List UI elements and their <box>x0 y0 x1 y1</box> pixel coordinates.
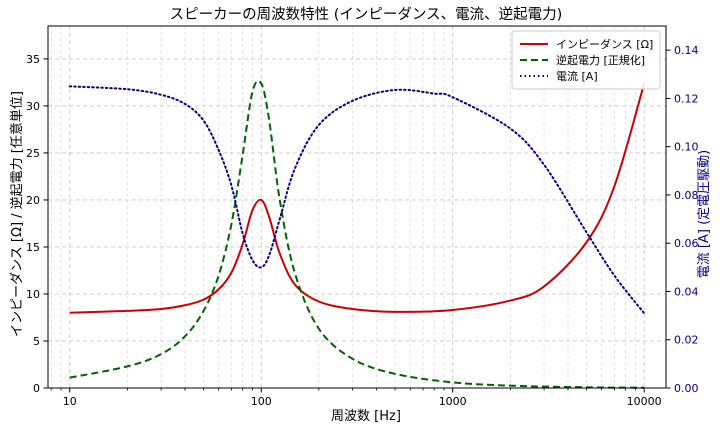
plot-frame <box>47 25 667 389</box>
y-right-tick-label: 0.02 <box>674 334 699 347</box>
chart-title: スピーカーの周波数特性 (インピーダンス、電流、逆起電力) <box>170 6 563 23</box>
x-tick-label: 10000 <box>627 395 662 408</box>
back-emf-line <box>69 79 645 389</box>
y-right-tick-label: 0.06 <box>674 237 699 250</box>
x-tick-label: 1000 <box>439 395 467 408</box>
y-right-tick-label: 0.08 <box>674 189 699 202</box>
y-right-tick-label: 0.04 <box>674 285 699 298</box>
legend-box <box>511 30 661 90</box>
y-left-tick-label: 0 <box>33 382 40 395</box>
current-line <box>68 85 646 315</box>
x-axis-label: 周波数 [Hz] <box>331 409 401 424</box>
y-left-tick-label: 10 <box>26 288 40 301</box>
legend-label: 逆起電力 [正規化] <box>556 53 645 67</box>
y-left-tick-label: 15 <box>26 241 40 254</box>
legend: インピーダンス [Ω] 逆起電力 [正規化] 電流 [A] <box>511 30 661 90</box>
impedance-line <box>69 83 646 314</box>
series-layer <box>68 79 646 389</box>
y-left-tick-label: 5 <box>33 335 40 348</box>
legend-label: インピーダンス [Ω] <box>556 37 653 51</box>
x-tick-label: 10 <box>63 395 77 408</box>
y-left-tick-label: 30 <box>26 100 40 113</box>
y-right-tick-label: 0.14 <box>674 44 699 57</box>
y-right-tick-label: 0.00 <box>674 382 699 395</box>
y-left-tick-label: 25 <box>26 147 40 160</box>
y-axis-left-label: インピーダンス [Ω] / 逆起電力 [任意単位] <box>9 91 25 337</box>
y-left-tick-label: 35 <box>26 53 40 66</box>
x-tick-label: 100 <box>251 395 272 408</box>
y-axis-right-label: 電流 [A] (定電圧駆動) <box>697 150 712 278</box>
y-left-tick-label: 20 <box>26 194 40 207</box>
legend-label: 電流 [A] <box>556 69 598 83</box>
y-right-tick-label: 0.10 <box>674 141 699 154</box>
axes: 10 100 1000 10000 0 5 10 15 20 25 30 35 0.00 0.02 0.04… <box>26 44 699 408</box>
y-right-tick-label: 0.12 <box>674 92 699 105</box>
